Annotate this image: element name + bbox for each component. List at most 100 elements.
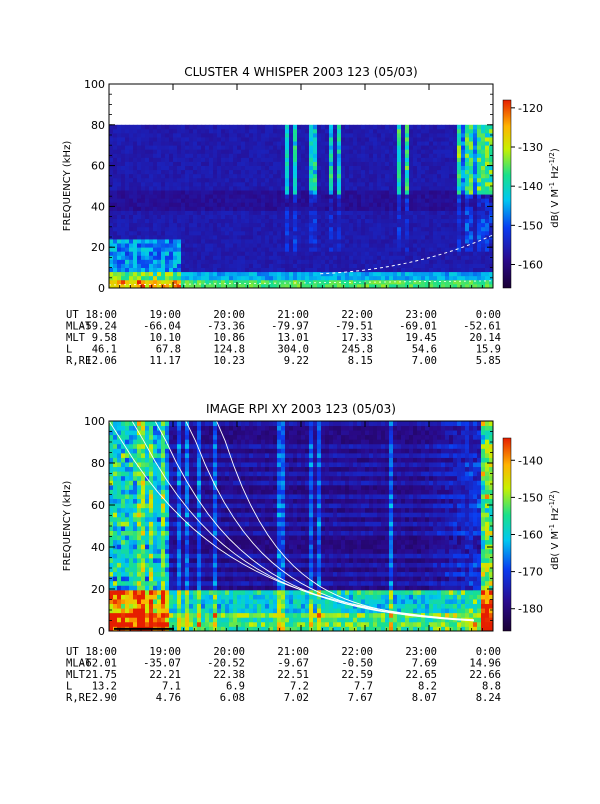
ephemeris-row-label: MLT — [66, 669, 86, 681]
ephemeris-value: 20:00 — [213, 309, 245, 321]
y-tick-label: 80 — [91, 457, 105, 470]
ephemeris-value: 54.6 — [412, 344, 437, 356]
panel-title: CLUSTER 4 WHISPER 2003 123 (05/03) — [184, 65, 417, 79]
y-tick-label: 60 — [91, 160, 105, 173]
ephemeris-value: 0:00 — [476, 646, 501, 658]
colorbar-tick-label: -170 — [518, 566, 543, 579]
ephemeris-value: 22.38 — [213, 669, 245, 681]
ephemeris-value: -66.04 — [143, 321, 181, 333]
colorbar-tick-label: -120 — [518, 102, 543, 115]
colorbar-tick-label: -150 — [518, 219, 543, 232]
ephemeris-value: 124.8 — [213, 344, 245, 356]
y-tick-label: 20 — [91, 583, 105, 596]
ephemeris-row-label: UT — [66, 646, 79, 658]
ephemeris-value: 19:00 — [149, 646, 181, 658]
ephemeris-value: -79.51 — [335, 321, 373, 333]
ephemeris-value: -73.36 — [207, 321, 245, 333]
ephemeris-value: 7.1 — [162, 681, 181, 693]
ephemeris-value: 22.21 — [149, 669, 181, 681]
colorbar-label: dB( V M-1 Hz-1/2) — [548, 490, 561, 570]
ephemeris-value: -69.01 — [399, 321, 437, 333]
y-tick-label: 80 — [91, 119, 105, 132]
y-tick-label: 60 — [91, 499, 105, 512]
ephemeris-row-label: UT — [66, 309, 79, 321]
ephemeris-value: -62.01 — [79, 658, 117, 670]
ephemeris-value: -59.24 — [79, 321, 117, 333]
ephemeris-value: 18:00 — [85, 309, 117, 321]
ephemeris-value: 2.90 — [92, 692, 117, 704]
ephemeris-value: 21:00 — [277, 309, 309, 321]
colorbar-tick-label: -130 — [518, 141, 543, 154]
y-tick-label: 0 — [98, 625, 105, 638]
ephemeris-value: 14.96 — [469, 658, 501, 670]
ephemeris-value: 22.59 — [341, 669, 373, 681]
ephemeris-value: 22:00 — [341, 646, 373, 658]
ephemeris-value: 9.22 — [284, 355, 309, 367]
ephemeris-value: 8.8 — [482, 681, 501, 693]
ephemeris-value: 22:00 — [341, 309, 373, 321]
ephemeris-value: -0.50 — [341, 658, 373, 670]
colorbar-tick-label: -140 — [518, 180, 543, 193]
ephemeris-value: 12.06 — [85, 355, 117, 367]
y-tick-label: 100 — [84, 78, 105, 91]
ephemeris-value: 22.51 — [277, 669, 309, 681]
spectrogram — [109, 421, 493, 631]
ephemeris-value: 19.45 — [405, 332, 437, 344]
colorbar-axis: -120-130-140-150-160 — [511, 102, 543, 272]
y-axis-label: FREQUENCY (kHz) — [62, 141, 73, 232]
ephemeris-value: 23:00 — [405, 309, 437, 321]
ephemeris-value: 7.02 — [284, 692, 309, 704]
ephemeris-value: -9.67 — [277, 658, 309, 670]
ephemeris-value: -52.61 — [463, 321, 501, 333]
ephemeris-value: 304.0 — [277, 344, 309, 356]
ephemeris-value: 9.58 — [92, 332, 117, 344]
ephemeris-value: 10.23 — [213, 355, 245, 367]
ephemeris-value: 17.33 — [341, 332, 373, 344]
ephemeris-value: 245.8 — [341, 344, 373, 356]
colorbar — [503, 100, 511, 288]
ephemeris-value: 8.24 — [476, 692, 501, 704]
ephemeris-value: 21:00 — [277, 646, 309, 658]
ephemeris-value: 7.2 — [290, 681, 309, 693]
ephemeris-row-label: MLT — [66, 332, 86, 344]
ephemeris-value: 0:00 — [476, 309, 501, 321]
ephemeris-value: 7.67 — [348, 692, 373, 704]
ephemeris-value: 67.8 — [156, 344, 181, 356]
ephemeris-value: 22.65 — [405, 669, 437, 681]
ephemeris-value: 13.2 — [92, 681, 117, 693]
ephemeris-value: 7.7 — [354, 681, 373, 693]
ephemeris-value: -79.97 — [271, 321, 309, 333]
ephemeris-value: 8.2 — [418, 681, 437, 693]
y-tick-label: 100 — [84, 415, 105, 428]
colorbar-axis: -140-150-160-170-180 — [511, 454, 543, 615]
ephemeris-value: 5.85 — [476, 355, 501, 367]
ephemeris-value: 11.17 — [149, 355, 181, 367]
ephemeris-value: 10.10 — [149, 332, 181, 344]
ephemeris-value: 20:00 — [213, 646, 245, 658]
colorbar-label: dB( V M-1 Hz-1/2) — [548, 148, 561, 228]
spectrogram — [109, 84, 493, 288]
cluster-panel: CLUSTER 4 WHISPER 2003 123 (05/03) 02040… — [62, 65, 561, 367]
ephemeris-value: 13.01 — [277, 332, 309, 344]
ephemeris-value: 46.1 — [92, 344, 117, 356]
ephemeris-value: 23:00 — [405, 646, 437, 658]
image-panel: IMAGE RPI XY 2003 123 (05/03) 0 20 40 60 80 1… — [62, 402, 561, 704]
panel-title: IMAGE RPI XY 2003 123 (05/03) — [206, 402, 396, 416]
ephemeris-value: 22.66 — [469, 669, 501, 681]
ephemeris-value: 7.69 — [412, 658, 437, 670]
ephemeris-value: -20.52 — [207, 658, 245, 670]
ephemeris-value: 21.75 — [85, 669, 117, 681]
ephemeris-value: 6.9 — [226, 681, 245, 693]
y-tick-label: 20 — [91, 241, 105, 254]
ephemeris-value: 20.14 — [469, 332, 501, 344]
ephemeris-value: 4.76 — [156, 692, 181, 704]
y-tick-label: 40 — [91, 541, 105, 554]
colorbar — [503, 438, 511, 631]
ephemeris-value: 8.07 — [412, 692, 437, 704]
ephemeris-value: 18:00 — [85, 646, 117, 658]
colorbar-tick-label: -140 — [518, 454, 543, 467]
ephemeris-value: 6.08 — [220, 692, 245, 704]
ephemeris-value: 10.86 — [213, 332, 245, 344]
